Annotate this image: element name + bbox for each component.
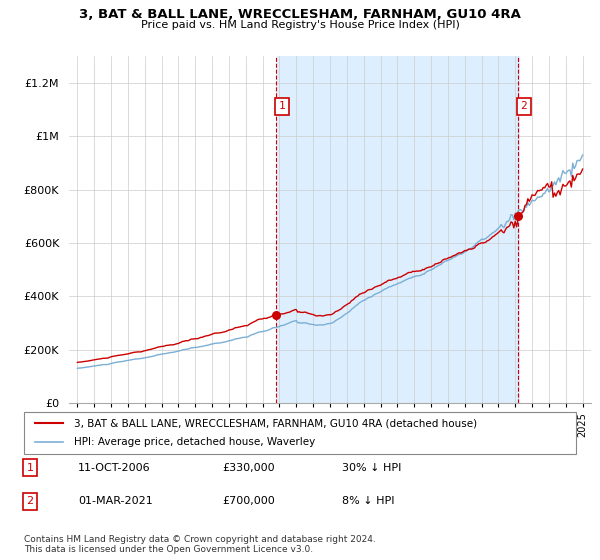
Text: £700,000: £700,000	[222, 496, 275, 506]
Text: Price paid vs. HM Land Registry's House Price Index (HPI): Price paid vs. HM Land Registry's House …	[140, 20, 460, 30]
FancyBboxPatch shape	[24, 412, 576, 454]
Text: 1: 1	[26, 463, 34, 473]
Text: 01-MAR-2021: 01-MAR-2021	[78, 496, 153, 506]
Text: £330,000: £330,000	[222, 463, 275, 473]
Text: 2: 2	[521, 101, 527, 111]
Text: HPI: Average price, detached house, Waverley: HPI: Average price, detached house, Wave…	[74, 437, 315, 447]
Text: Contains HM Land Registry data © Crown copyright and database right 2024.
This d: Contains HM Land Registry data © Crown c…	[24, 535, 376, 554]
Text: 8% ↓ HPI: 8% ↓ HPI	[342, 496, 395, 506]
Text: 2: 2	[26, 496, 34, 506]
Text: 1: 1	[278, 101, 285, 111]
Point	[271, 311, 281, 320]
Text: 3, BAT & BALL LANE, WRECCLESHAM, FARNHAM, GU10 4RA (detached house): 3, BAT & BALL LANE, WRECCLESHAM, FARNHAM…	[74, 418, 477, 428]
Point	[513, 212, 523, 221]
Text: 11-OCT-2006: 11-OCT-2006	[78, 463, 151, 473]
Text: 3, BAT & BALL LANE, WRECCLESHAM, FARNHAM, GU10 4RA: 3, BAT & BALL LANE, WRECCLESHAM, FARNHAM…	[79, 8, 521, 21]
Text: 30% ↓ HPI: 30% ↓ HPI	[342, 463, 401, 473]
